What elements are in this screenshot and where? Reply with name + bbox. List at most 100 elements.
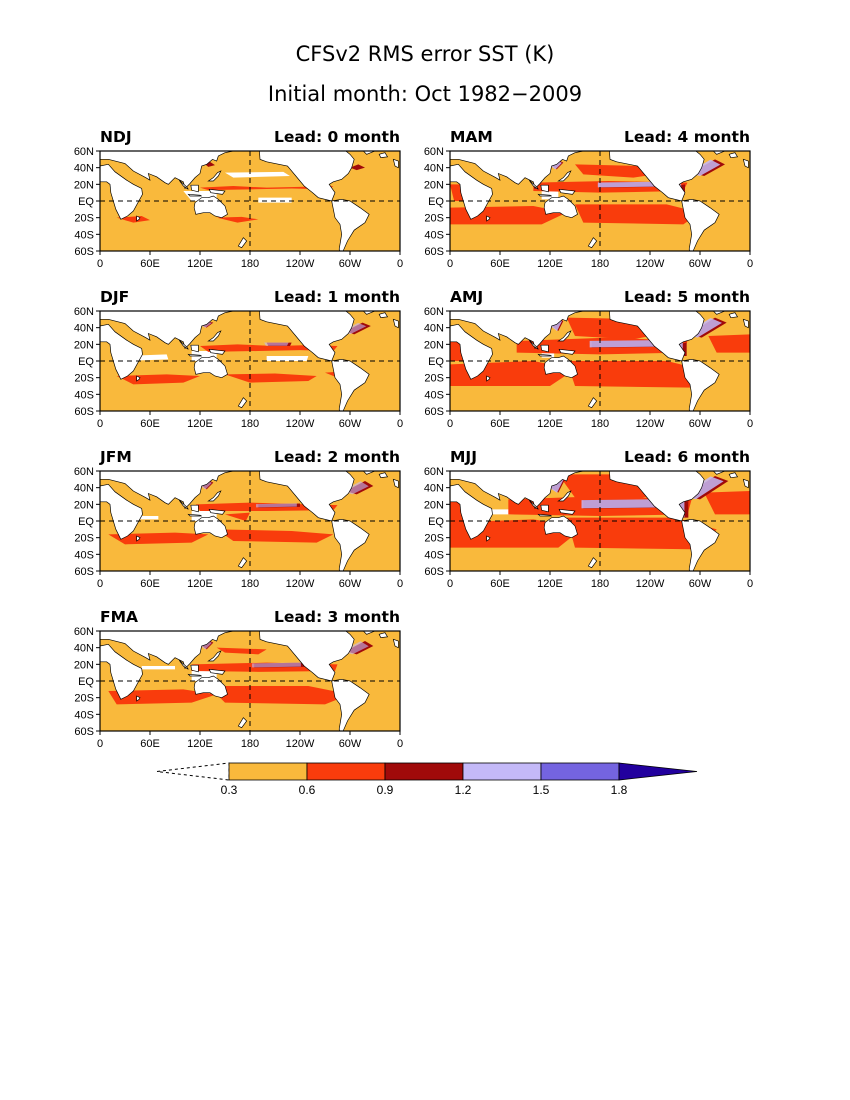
lon-tick-label: 0 [97, 258, 103, 270]
lon-tick-label: 60E [140, 418, 160, 430]
lat-tick-label: 20N [424, 179, 444, 191]
lon-tick-label: 60E [140, 578, 160, 590]
lon-tick-label: 60E [140, 258, 160, 270]
lon-tick-label: 120E [187, 578, 213, 590]
lat-tick-label: 20S [74, 533, 94, 545]
lat-tick-label: 60N [74, 146, 94, 158]
lat-tick-label: 60N [424, 146, 444, 158]
lat-tick-label: 40N [74, 483, 94, 495]
lat-tick-label: 40N [424, 163, 444, 175]
lon-tick-label: 120W [636, 418, 665, 430]
figure-subtitle: Initial month: Oct 1982−2009 [268, 82, 582, 106]
lon-tick-label: 0 [447, 418, 453, 430]
lat-tick-label: 60N [74, 306, 94, 318]
lat-tick-label: 20N [74, 499, 94, 511]
lon-tick-label: 0 [747, 258, 753, 270]
lat-tick-label: 20S [424, 373, 444, 385]
panel-season-label: JFM [99, 448, 132, 466]
panel-lead-label: Lead: 5 month [624, 288, 750, 306]
lon-tick-label: 60W [339, 418, 362, 430]
lon-tick-label: 60E [490, 258, 510, 270]
lon-tick-label: 120E [187, 418, 213, 430]
lon-tick-label: 0 [397, 738, 403, 750]
lat-tick-label: 60S [424, 246, 444, 258]
lat-tick-label: 60S [74, 406, 94, 418]
lat-tick-label: 60S [74, 566, 94, 578]
lat-tick-label: 60S [424, 566, 444, 578]
panel-lead-label: Lead: 2 month [274, 448, 400, 466]
lat-tick-label: 20N [74, 179, 94, 191]
lon-tick-label: 60E [140, 738, 160, 750]
lon-tick-label: 120W [286, 738, 315, 750]
lon-tick-label: 120W [286, 578, 315, 590]
lon-tick-label: 180 [241, 578, 259, 590]
colorbar-level-label: 1.5 [533, 783, 550, 797]
lat-tick-label: 60S [74, 726, 94, 738]
panel-lead-label: Lead: 6 month [624, 448, 750, 466]
lat-tick-label: 20N [74, 339, 94, 351]
lon-tick-label: 60W [689, 258, 712, 270]
lon-tick-label: 180 [241, 738, 259, 750]
lat-tick-label: 60N [74, 626, 94, 638]
panel-season-label: MJJ [450, 448, 477, 466]
lon-tick-label: 120E [187, 258, 213, 270]
lat-tick-label: 60N [74, 466, 94, 478]
lon-tick-label: 0 [97, 738, 103, 750]
lat-tick-label: 20S [74, 373, 94, 385]
lat-tick-label: EQ [78, 676, 94, 688]
lat-tick-label: EQ [428, 516, 444, 528]
lon-tick-label: 180 [241, 258, 259, 270]
lat-tick-label: 40S [424, 389, 444, 401]
lon-tick-label: 120E [537, 418, 563, 430]
lat-tick-label: 20N [424, 339, 444, 351]
lat-tick-label: 20S [424, 533, 444, 545]
panel-lead-label: Lead: 4 month [624, 128, 750, 146]
colorbar-swatch [228, 762, 308, 781]
lat-tick-label: 60S [424, 406, 444, 418]
colorbar-swatch [462, 762, 542, 781]
lon-tick-label: 0 [447, 578, 453, 590]
lon-tick-label: 0 [747, 418, 753, 430]
colorbar-swatch [306, 762, 386, 781]
lon-tick-label: 60E [490, 418, 510, 430]
lon-tick-label: 120W [636, 258, 665, 270]
lon-tick-label: 0 [97, 418, 103, 430]
lat-tick-label: EQ [78, 356, 94, 368]
lat-tick-label: EQ [78, 196, 94, 208]
lat-tick-label: 20S [74, 213, 94, 225]
lon-tick-label: 60W [339, 578, 362, 590]
lat-tick-label: 40S [74, 549, 94, 561]
panel-season-label: DJF [100, 288, 129, 306]
lat-tick-label: 20S [424, 213, 444, 225]
lon-tick-label: 60W [689, 418, 712, 430]
lon-tick-label: 0 [97, 578, 103, 590]
lon-tick-label: 120W [286, 258, 315, 270]
panel-season-label: FMA [100, 608, 138, 626]
colorbar-above-triangle [618, 762, 698, 781]
lat-tick-label: 60N [424, 306, 444, 318]
lon-tick-label: 180 [591, 578, 609, 590]
lon-tick-label: 60W [689, 578, 712, 590]
lon-tick-label: 0 [397, 418, 403, 430]
lat-tick-label: 40S [74, 389, 94, 401]
lat-tick-label: 20S [74, 693, 94, 705]
lon-tick-label: 120E [537, 258, 563, 270]
lon-tick-label: 0 [747, 578, 753, 590]
lat-tick-label: EQ [428, 196, 444, 208]
figure-title: CFSv2 RMS error SST (K) [296, 42, 555, 66]
colorbar-level-label: 0.6 [299, 783, 316, 797]
lon-tick-label: 0 [447, 258, 453, 270]
lat-tick-label: 40N [74, 643, 94, 655]
panel-lead-label: Lead: 3 month [274, 608, 400, 626]
panel-lead-label: Lead: 0 month [274, 128, 400, 146]
lon-tick-label: 120W [636, 578, 665, 590]
colorbar-level-label: 1.2 [455, 783, 472, 797]
colorbar-swatch [384, 762, 464, 781]
colorbar-level-label: 0.3 [221, 783, 238, 797]
